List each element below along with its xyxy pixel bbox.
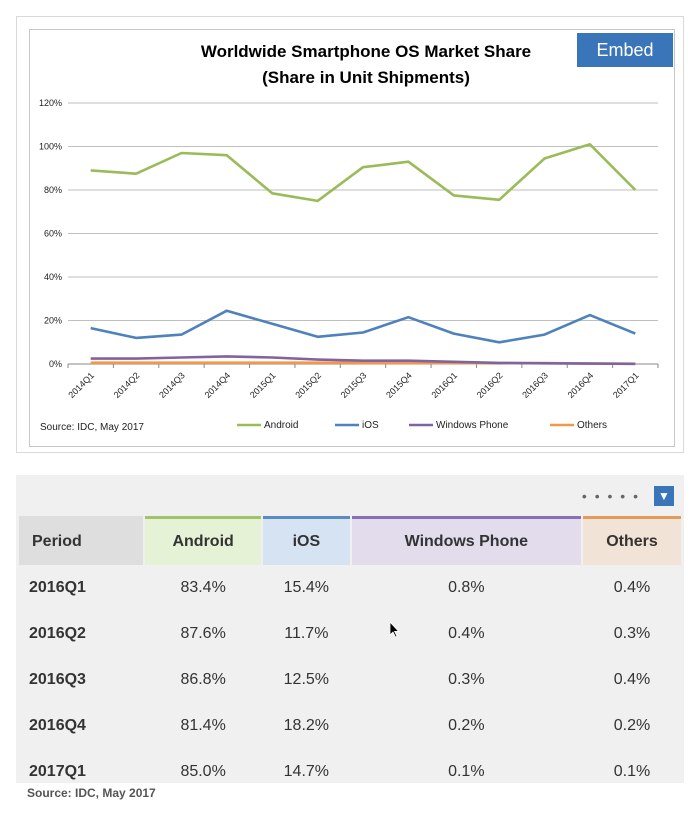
legend-label-others: Others bbox=[577, 420, 607, 431]
chart-subtitle: (Share in Unit Shipments) bbox=[262, 68, 470, 87]
x-tick-label: 2014Q3 bbox=[157, 370, 187, 400]
chart-frame: Worldwide Smartphone OS Market Share (Sh… bbox=[29, 29, 675, 447]
cell-android: 86.8% bbox=[180, 671, 226, 688]
cell-android: 87.6% bbox=[180, 625, 226, 642]
cell-period: 2016Q2 bbox=[29, 625, 86, 642]
x-tick-label: 2014Q4 bbox=[203, 370, 233, 400]
cell-windows-phone: 0.8% bbox=[448, 579, 485, 596]
x-tick-label: 2014Q2 bbox=[112, 370, 142, 400]
cell-period: 2016Q3 bbox=[29, 671, 86, 688]
cell-others: 0.2% bbox=[613, 717, 651, 734]
cell-android: 85.0% bbox=[180, 763, 226, 780]
y-tick-label: 80% bbox=[44, 185, 62, 195]
y-tick-label: 0% bbox=[49, 359, 62, 369]
x-tick-label: 2016Q4 bbox=[566, 370, 596, 400]
cell-ios: 18.2% bbox=[283, 717, 330, 734]
line-chart: Worldwide Smartphone OS Market Share (Sh… bbox=[39, 42, 659, 433]
cell-windows-phone: 0.3% bbox=[448, 671, 485, 688]
y-tick-label: 60% bbox=[44, 229, 62, 239]
table-header-row: Period Android iOS Windows Phone Others bbox=[19, 516, 681, 565]
series-line-ios bbox=[90, 309, 636, 344]
cell-others: 0.4% bbox=[613, 579, 651, 596]
data-table-panel: • • • • • ▼ Period Android iOS Windows P… bbox=[16, 475, 684, 783]
cell-android: 83.4% bbox=[180, 579, 226, 596]
table-row: 2016Q4 81.4% 18.2% 0.2% 0.2% bbox=[19, 703, 681, 749]
table-row: 2016Q3 86.8% 12.5% 0.3% 0.4% bbox=[19, 657, 681, 703]
table-toolbar: • • • • • ▼ bbox=[582, 486, 674, 506]
x-tick-label: 2015Q1 bbox=[248, 370, 278, 400]
cell-ios: 15.4% bbox=[283, 579, 330, 596]
x-tick-label: 2015Q2 bbox=[293, 370, 323, 400]
cell-period: 2017Q1 bbox=[29, 763, 86, 780]
cell-others: 0.3% bbox=[613, 625, 651, 642]
series-line-windows-phone bbox=[90, 355, 636, 366]
x-tick-label: 2017Q1 bbox=[611, 370, 641, 400]
cell-period: 2016Q1 bbox=[29, 579, 86, 596]
cell-period: 2016Q4 bbox=[29, 717, 86, 734]
embed-button[interactable]: Embed bbox=[577, 33, 673, 67]
header-android[interactable]: Android bbox=[145, 516, 262, 565]
market-share-table: Period Android iOS Windows Phone Others … bbox=[17, 516, 683, 795]
header-windows-phone[interactable]: Windows Phone bbox=[351, 516, 581, 565]
cell-windows-phone: 0.4% bbox=[448, 625, 485, 642]
legend-label-windows-phone: Windows Phone bbox=[436, 420, 509, 431]
y-tick-label: 20% bbox=[44, 316, 62, 326]
mouse-cursor-icon bbox=[390, 622, 400, 638]
x-tick-label: 2016Q1 bbox=[429, 370, 459, 400]
y-tick-label: 40% bbox=[44, 272, 62, 282]
table-source-note: Source: IDC, May 2017 bbox=[27, 786, 156, 800]
table-row: 2017Q1 85.0% 14.7% 0.1% 0.1% bbox=[19, 749, 681, 795]
chart-panel: Worldwide Smartphone OS Market Share (Sh… bbox=[16, 16, 684, 453]
chart-title: Worldwide Smartphone OS Market Share bbox=[201, 42, 531, 61]
y-tick-label: 100% bbox=[39, 142, 62, 152]
x-tick-label: 2014Q1 bbox=[66, 370, 96, 400]
x-tick-label: 2015Q3 bbox=[339, 370, 369, 400]
cell-others: 0.4% bbox=[613, 671, 651, 688]
legend-label-ios: iOS bbox=[362, 420, 379, 431]
y-tick-label: 120% bbox=[39, 98, 62, 108]
chart-source: Source: IDC, May 2017 bbox=[40, 422, 144, 433]
more-options-dots-icon[interactable]: • • • • • bbox=[581, 488, 640, 504]
header-others[interactable]: Others bbox=[582, 516, 681, 565]
cell-ios: 12.5% bbox=[283, 671, 330, 688]
cell-ios: 11.7% bbox=[284, 625, 329, 642]
cell-windows-phone: 0.1% bbox=[448, 763, 485, 780]
series-line-android bbox=[90, 143, 637, 203]
x-tick-label: 2015Q4 bbox=[384, 370, 414, 400]
header-period[interactable]: Period bbox=[19, 516, 144, 565]
header-ios[interactable]: iOS bbox=[263, 516, 350, 565]
table-row: 2016Q2 87.6% 11.7% 0.4% 0.3% bbox=[19, 611, 681, 657]
legend-label-android: Android bbox=[264, 420, 298, 431]
cell-ios: 14.7% bbox=[283, 763, 330, 780]
cell-android: 81.4% bbox=[180, 717, 226, 734]
dropdown-toggle-button[interactable]: ▼ bbox=[654, 486, 674, 506]
table-row: 2016Q1 83.4% 15.4% 0.8% 0.4% bbox=[19, 565, 681, 611]
cell-windows-phone: 0.2% bbox=[448, 717, 485, 734]
cell-others: 0.1% bbox=[613, 763, 651, 780]
x-tick-label: 2016Q3 bbox=[520, 370, 550, 400]
x-tick-label: 2016Q2 bbox=[475, 370, 505, 400]
